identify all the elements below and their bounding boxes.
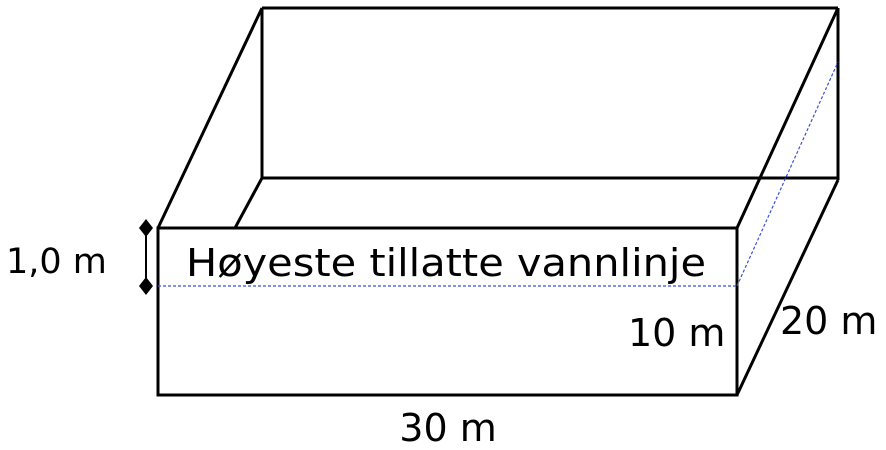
- length-label: 30 m: [399, 406, 496, 450]
- depth-label: 20 m: [780, 299, 877, 343]
- clearance-dimension: [139, 219, 153, 295]
- top-right-edge: [735, 7, 840, 229]
- clearance-label: 1,0 m: [6, 242, 107, 282]
- waterline-label: Høyeste tillatte vannlinje: [186, 241, 706, 285]
- front-face: [156, 226, 739, 397]
- clearance-bottom-marker: [139, 277, 153, 295]
- waterline-side: [736, 61, 839, 287]
- right-face-edges: [735, 8, 840, 396]
- height-label: 10 m: [628, 311, 725, 355]
- back-edges: [233, 8, 838, 229]
- top-left-edge: [156, 7, 264, 229]
- back-left-bottom-edge: [233, 177, 264, 229]
- top-edges: [156, 6, 840, 229]
- clearance-top-marker: [139, 219, 153, 237]
- bottom-right-edge: [735, 179, 840, 396]
- waterline: [158, 61, 839, 287]
